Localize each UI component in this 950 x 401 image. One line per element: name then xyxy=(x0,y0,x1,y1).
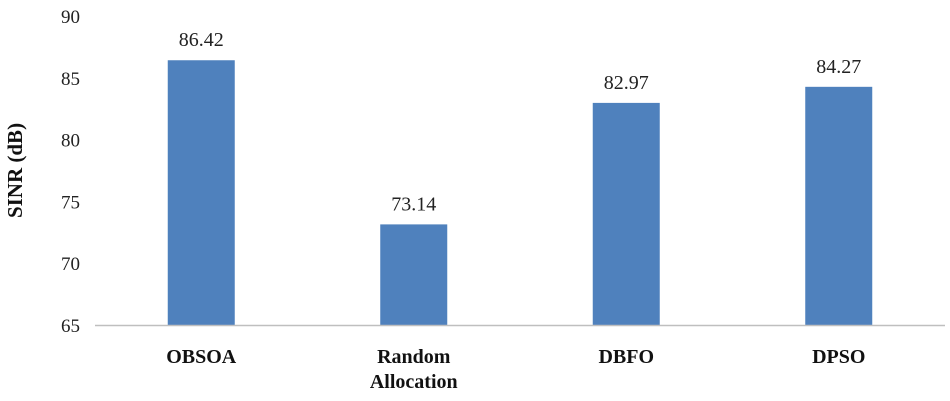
data-label: 86.42 xyxy=(179,29,224,51)
bar xyxy=(380,224,448,325)
category-labels: OBSOA Random Allocation DBFO DPSO xyxy=(166,346,865,393)
y-tick-label: 80 xyxy=(61,131,80,152)
bar xyxy=(592,102,660,325)
x-tick-label: DPSO xyxy=(812,346,865,368)
data-label: 82.97 xyxy=(604,72,649,94)
data-label: 73.14 xyxy=(391,193,436,215)
bar xyxy=(167,60,235,325)
y-tick-label: 70 xyxy=(61,254,80,275)
x-tick-label: OBSOA xyxy=(166,346,237,368)
y-axis-title: SINR (dB) xyxy=(3,123,27,218)
x-tick-label: DBFO xyxy=(598,346,654,368)
data-label: 84.27 xyxy=(816,56,861,78)
y-axis-ticks: 65 70 75 80 85 90 xyxy=(61,7,80,337)
x-tick-label: Random xyxy=(377,346,451,368)
x-tick-label: Allocation xyxy=(370,371,458,393)
y-tick-label: 85 xyxy=(61,69,80,90)
data-labels: 86.42 73.14 82.97 84.27 xyxy=(179,29,862,215)
bar xyxy=(805,86,873,325)
y-tick-label: 65 xyxy=(61,316,80,337)
y-tick-label: 90 xyxy=(61,7,80,28)
bars xyxy=(167,60,873,325)
y-tick-label: 75 xyxy=(61,192,80,213)
